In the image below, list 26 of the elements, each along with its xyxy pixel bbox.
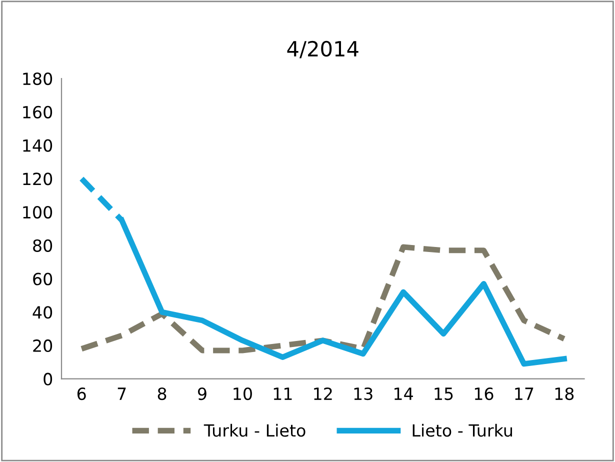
x-tick-label: 17	[515, 388, 534, 400]
x-tick-label: 6	[77, 387, 86, 400]
x-tick-label: 7	[118, 388, 126, 400]
y-tick-label: 140	[23, 139, 52, 152]
x-tick-label: 16	[474, 387, 494, 400]
x-tick-label: 13	[354, 387, 372, 400]
x-tick-label: 14	[394, 388, 413, 400]
x-tick-label: 10	[234, 387, 252, 400]
y-tick-label: 120	[23, 172, 52, 186]
y-tick-label: 60	[33, 272, 52, 286]
x-tick-label: 15	[434, 388, 453, 400]
y-tick-label: 180	[23, 72, 52, 86]
legend-label: Turku - Lieto	[204, 424, 306, 437]
x-tick-label: 9	[198, 387, 206, 400]
x-tick-label: 8	[158, 387, 166, 400]
y-tick-label: 100	[23, 206, 52, 219]
y-tick-label: 0	[44, 372, 52, 386]
y-tick-label: 40	[32, 306, 52, 319]
x-tick-label: 11	[274, 388, 292, 400]
y-tick-label: 160	[23, 106, 52, 118]
legend-label: Lieto - Turku	[412, 424, 512, 437]
y-tick-label: 20	[33, 339, 52, 352]
chart-title: 4/2014	[287, 40, 358, 58]
y-tick-label: 80	[33, 239, 52, 252]
x-tick-label: 18	[555, 387, 574, 400]
x-tick-label: 12	[314, 387, 332, 400]
